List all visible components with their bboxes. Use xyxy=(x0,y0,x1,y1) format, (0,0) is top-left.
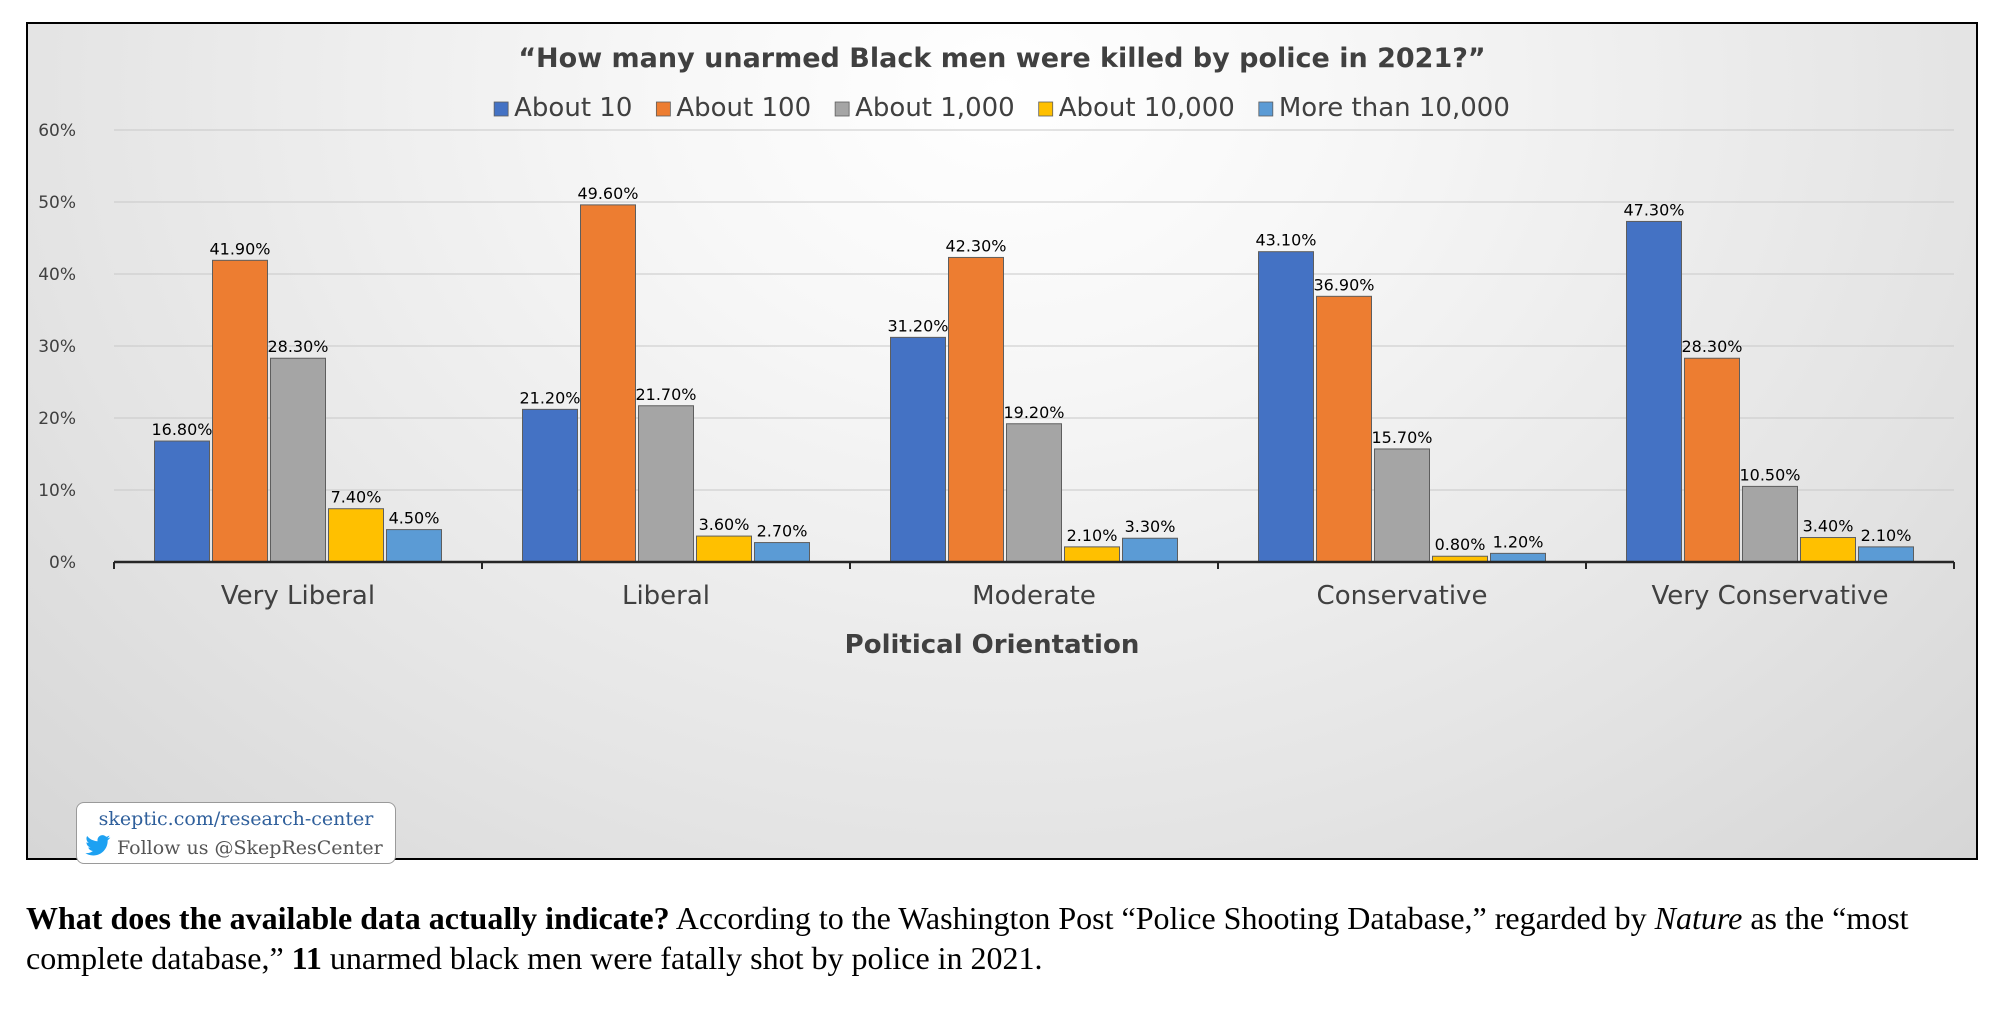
data-label: 19.20% xyxy=(1003,403,1064,422)
bar xyxy=(270,357,326,563)
y-tick-label: 0% xyxy=(49,553,76,573)
data-label: 7.40% xyxy=(331,488,382,507)
watermark-box: skeptic.com/research-center Follow us @S… xyxy=(76,802,396,864)
bar xyxy=(696,535,752,563)
watermark-follow-text: Follow us @SkepResCenter xyxy=(117,837,383,859)
bar xyxy=(1122,537,1178,563)
bar xyxy=(522,408,578,563)
data-label: 3.40% xyxy=(1803,517,1854,536)
caption-lead: What does the available data actually in… xyxy=(26,900,670,936)
data-label: 41.90% xyxy=(209,239,270,258)
data-label: 49.60% xyxy=(577,184,638,203)
data-label: 1.20% xyxy=(1493,532,1544,551)
x-tick-label: Moderate xyxy=(972,581,1096,611)
legend: About 10 About 100 About 1,000 About 10,000… xyxy=(493,93,1510,123)
legend-swatch xyxy=(1258,101,1274,117)
x-tick-label: Very Conservative xyxy=(1652,581,1889,611)
data-label: 2.70% xyxy=(757,522,808,541)
y-tick-label: 20% xyxy=(38,409,76,429)
data-label: 3.30% xyxy=(1125,517,1176,536)
data-label: 21.20% xyxy=(519,388,580,407)
legend-label: About 10 xyxy=(514,93,632,123)
bar xyxy=(1490,552,1546,563)
bar xyxy=(328,508,384,563)
legend-swatch xyxy=(834,101,850,117)
data-label: 16.80% xyxy=(151,420,212,439)
data-label: 31.20% xyxy=(887,316,948,335)
caption-number: 11 xyxy=(291,940,322,976)
watermark-url: skeptic.com/research-center xyxy=(98,808,374,830)
bar xyxy=(948,256,1004,563)
bar xyxy=(1374,448,1430,563)
x-axis-label: Political Orientation xyxy=(845,630,1140,660)
data-label: 28.30% xyxy=(267,337,328,356)
legend-label: About 1,000 xyxy=(855,93,1015,123)
chart-frame: 16.80% 41.90% 28.30% 7.40% 4.50% 21.20% 49.60%… xyxy=(26,22,1978,864)
data-labels: 16.80% 41.90% 28.30% 7.40% 4.50% 21.20% 49.60%… xyxy=(151,184,1911,554)
data-label: 4.50% xyxy=(389,509,440,528)
data-label: 2.10% xyxy=(1067,526,1118,545)
y-tick-label: 40% xyxy=(38,265,76,285)
data-label: 43.10% xyxy=(1255,231,1316,250)
bar xyxy=(212,259,268,563)
x-tick-label: Liberal xyxy=(622,581,710,611)
legend-swatch xyxy=(1038,101,1054,117)
bar xyxy=(1006,423,1062,563)
data-label: 42.30% xyxy=(945,236,1006,255)
bar-chart: 16.80% 41.90% 28.30% 7.40% 4.50% 21.20% 49.60%… xyxy=(38,43,1955,660)
bar xyxy=(1858,546,1914,563)
legend-item: About 1,000 xyxy=(834,93,1015,123)
legend-swatch xyxy=(655,101,671,117)
bar xyxy=(386,529,442,563)
legend-item: About 10 xyxy=(493,93,632,123)
data-label: 21.70% xyxy=(635,385,696,404)
caption-part1: According to the Washington Post “Police… xyxy=(669,900,1655,936)
data-label: 2.10% xyxy=(1861,526,1912,545)
watermark-follow: Follow us @SkepResCenter xyxy=(85,835,383,861)
x-tick-label: Conservative xyxy=(1317,581,1488,611)
bar xyxy=(1064,546,1120,563)
bar xyxy=(1800,537,1856,563)
bar xyxy=(1626,220,1682,563)
bar xyxy=(580,204,636,563)
y-tick-label: 10% xyxy=(38,481,76,501)
data-label: 28.30% xyxy=(1681,337,1742,356)
caption-italic: Nature xyxy=(1654,900,1743,936)
bar xyxy=(638,405,694,563)
data-label: 15.70% xyxy=(1371,428,1432,447)
legend-label: About 10,000 xyxy=(1059,93,1235,123)
data-label: 3.60% xyxy=(699,515,750,534)
legend-item: More than 10,000 xyxy=(1258,93,1510,123)
data-label: 0.80% xyxy=(1435,535,1486,554)
legend-label: About 100 xyxy=(676,93,811,123)
y-tick-label: 50% xyxy=(38,193,76,213)
caption-part3: unarmed black men were fatally shot by p… xyxy=(321,940,1043,976)
bar xyxy=(1742,485,1798,563)
twitter-bird-icon xyxy=(85,835,111,861)
bar xyxy=(754,542,810,563)
y-tick-label: 60% xyxy=(38,121,76,141)
data-label: 47.30% xyxy=(1623,200,1684,219)
bar xyxy=(890,336,946,563)
caption-part2: as the “most complete database,” xyxy=(26,900,1909,976)
caption: What does the available data actually in… xyxy=(26,898,1978,978)
bars xyxy=(154,204,1914,563)
data-label: 10.50% xyxy=(1739,465,1800,484)
legend-label: More than 10,000 xyxy=(1279,93,1510,123)
bar xyxy=(1684,357,1740,563)
legend-item: About 10,000 xyxy=(1038,93,1235,123)
legend-swatch xyxy=(493,101,509,117)
bar xyxy=(154,440,210,563)
data-label: 36.90% xyxy=(1313,275,1374,294)
legend-item: About 100 xyxy=(655,93,811,123)
bar xyxy=(1316,295,1372,563)
y-tick-label: 30% xyxy=(38,337,76,357)
chart-title: “How many unarmed Black men were killed … xyxy=(518,43,1485,74)
x-tick-label: Very Liberal xyxy=(221,581,375,611)
bar xyxy=(1258,251,1314,563)
axes: 0% 10% 20% 30% 40% 50% 60% Very Liberal Liberal M… xyxy=(38,121,1955,611)
